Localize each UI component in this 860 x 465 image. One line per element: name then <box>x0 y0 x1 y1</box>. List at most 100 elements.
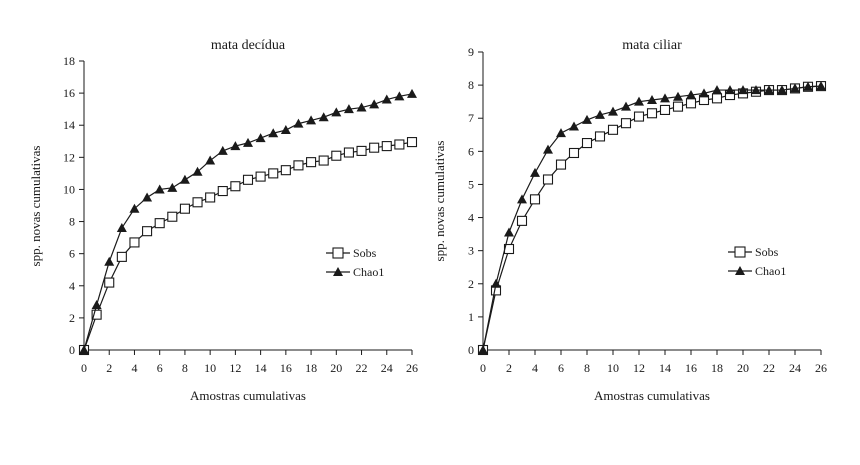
y-tick-label: 5 <box>468 177 474 191</box>
data-point-chao1 <box>293 118 304 128</box>
legend-label: Chao1 <box>353 265 384 279</box>
data-point-chao1 <box>738 85 748 95</box>
data-point-chao1 <box>751 85 761 95</box>
data-point-chao1 <box>243 137 253 147</box>
x-tick-label: 8 <box>182 361 188 375</box>
data-point-sobs <box>381 141 392 152</box>
data-point-chao1 <box>268 128 279 138</box>
data-point-chao1 <box>816 81 826 91</box>
data-point-sobs <box>255 171 266 182</box>
data-point-sobs <box>672 101 684 112</box>
x-tick-label: 24 <box>381 361 393 375</box>
x-tick-label: 8 <box>584 361 590 375</box>
x-tick-label: 2 <box>506 361 512 375</box>
data-point-chao1 <box>104 256 115 266</box>
x-tick-label: 4 <box>131 361 137 375</box>
data-point-chao1 <box>699 88 709 98</box>
data-point-sobs <box>659 104 671 115</box>
data-point-sobs <box>581 138 593 149</box>
data-point-chao1 <box>543 144 553 154</box>
y-tick-label: 0 <box>468 343 474 357</box>
data-point-chao1 <box>660 93 670 103</box>
x-tick-label: 22 <box>763 361 775 375</box>
x-tick-label: 16 <box>685 361 697 375</box>
data-point-chao1 <box>491 278 501 288</box>
legend: Sobs Chao1 <box>326 246 384 279</box>
legend-marker-square <box>734 246 746 258</box>
data-point-chao1 <box>167 182 178 192</box>
legend-marker-triangle <box>333 267 343 276</box>
data-point-sobs <box>711 93 723 104</box>
x-tick-label: 14 <box>659 361 671 375</box>
data-point-chao1 <box>255 133 266 143</box>
data-point-sobs <box>129 237 140 248</box>
data-point-chao1 <box>381 94 392 104</box>
x-tick-label: 0 <box>81 361 87 375</box>
data-point-sobs <box>116 251 127 262</box>
y-tick-label: 2 <box>468 277 474 291</box>
y-axis-label: spp. novas cumulativas <box>28 146 43 267</box>
y-tick-label: 8 <box>69 215 75 229</box>
series-line-chao1 <box>83 93 413 351</box>
chart-title: mata ciliar <box>622 38 682 53</box>
data-point-chao1 <box>79 345 89 354</box>
x-tick-label: 20 <box>737 361 749 375</box>
data-point-chao1 <box>517 194 527 204</box>
data-point-chao1 <box>217 145 228 155</box>
data-point-sobs <box>568 147 580 159</box>
data-point-chao1 <box>192 166 203 176</box>
data-point-sobs <box>343 147 354 158</box>
x-tick-label: 14 <box>255 361 267 375</box>
y-tick-label: 6 <box>468 144 474 158</box>
data-point-sobs <box>356 145 367 156</box>
x-tick-label: 20 <box>330 361 342 375</box>
y-tick-label: 14 <box>63 118 75 132</box>
x-tick-label: 6 <box>558 361 564 375</box>
data-point-chao1 <box>280 125 291 135</box>
x-tick-label: 12 <box>229 361 241 375</box>
x-tick-label: 18 <box>305 361 317 375</box>
data-point-sobs <box>620 118 632 129</box>
y-tick-label: 7 <box>468 111 474 125</box>
x-tick-label: 2 <box>106 361 112 375</box>
y-tick-label: 10 <box>63 182 75 196</box>
data-point-sobs <box>555 159 567 170</box>
data-point-sobs <box>369 142 380 153</box>
y-tick-label: 9 <box>468 45 474 59</box>
data-point-chao1 <box>790 83 800 93</box>
x-axis-label: Amostras cumulativas <box>594 388 710 403</box>
data-point-chao1 <box>556 128 566 138</box>
y-tick-label: 1 <box>468 310 474 324</box>
data-point-sobs <box>91 309 102 320</box>
legend-marker-triangle <box>735 266 745 275</box>
data-point-sobs <box>179 203 190 214</box>
y-tick-label: 3 <box>468 244 474 258</box>
data-point-sobs <box>306 157 317 168</box>
x-tick-label: 6 <box>157 361 163 375</box>
data-point-sobs <box>167 211 178 222</box>
x-tick-label: 26 <box>815 361 827 375</box>
data-point-sobs <box>318 155 329 166</box>
data-point-chao1 <box>318 112 329 122</box>
x-tick-label: 24 <box>789 361 801 375</box>
data-point-chao1 <box>777 85 787 95</box>
data-point-chao1 <box>369 99 380 109</box>
data-point-chao1 <box>394 91 405 101</box>
data-point-chao1 <box>343 104 354 114</box>
data-point-chao1 <box>154 184 165 194</box>
data-point-sobs <box>542 174 554 185</box>
data-point-chao1 <box>608 106 618 116</box>
x-tick-label: 26 <box>406 361 418 375</box>
data-point-sobs <box>154 218 165 229</box>
x-tick-label: 0 <box>480 361 486 375</box>
data-point-sobs <box>529 194 541 205</box>
data-point-sobs <box>607 124 619 135</box>
x-axis-label: Amostras cumulativas <box>190 388 306 403</box>
data-point-sobs <box>230 181 241 192</box>
data-point-sobs <box>646 108 658 119</box>
data-point-chao1 <box>331 107 342 117</box>
data-point-chao1 <box>582 114 592 124</box>
y-axis-label: spp. novas cumulativas <box>432 141 447 262</box>
